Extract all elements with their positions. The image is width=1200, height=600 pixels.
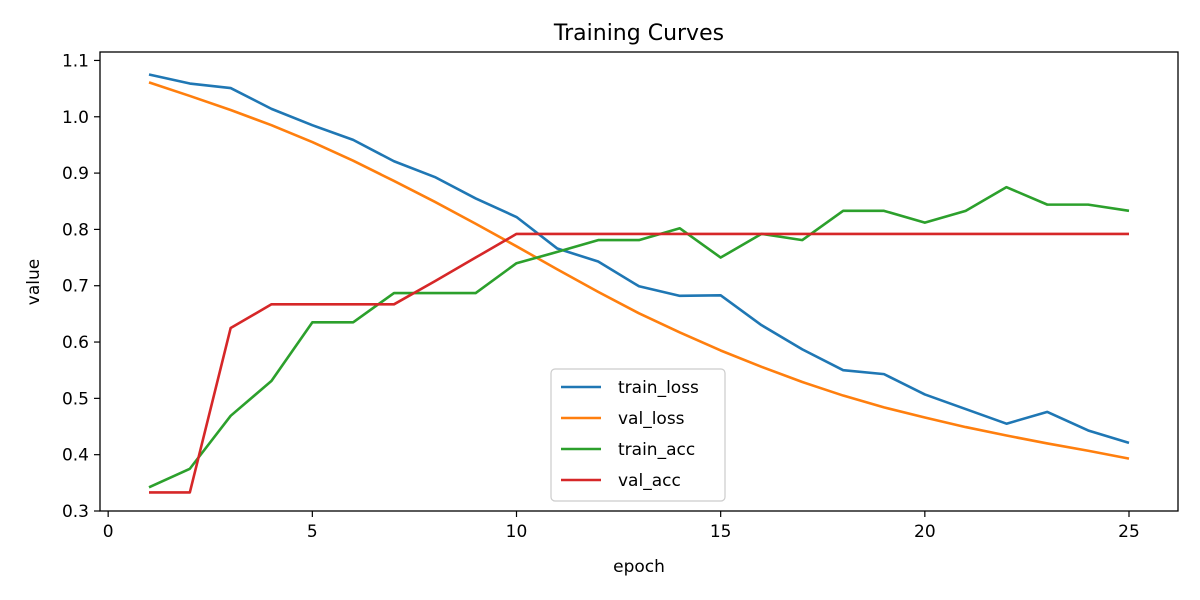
legend-label-val-loss: val_loss xyxy=(618,409,685,429)
y-tick-label: 0.7 xyxy=(62,277,89,297)
y-tick-label: 0.4 xyxy=(62,446,89,466)
series-line-train-acc xyxy=(148,185,1130,489)
x-tick-label: 15 xyxy=(710,522,732,542)
x-tick-label: 20 xyxy=(914,522,936,542)
x-axis: 0 5 10 15 20 25 xyxy=(103,511,1140,542)
series-line-val-acc xyxy=(149,232,1129,494)
series-layer xyxy=(148,73,1130,494)
series-line-val-loss xyxy=(148,81,1130,460)
x-tick-label: 5 xyxy=(307,522,318,542)
y-tick-label: 0.6 xyxy=(62,333,89,353)
y-tick-label: 0.8 xyxy=(62,220,89,240)
legend-label-train-loss: train_loss xyxy=(618,378,699,398)
series-line-train-loss xyxy=(148,73,1130,445)
x-axis-label: epoch xyxy=(613,557,665,577)
y-axis-label: value xyxy=(24,259,44,305)
chart-title: Training Curves xyxy=(553,21,724,46)
y-axis: 0.3 0.4 0.5 0.6 0.7 0.8 0.9 1.0 1.1 xyxy=(62,51,100,522)
legend: train_loss val_loss train_acc val_acc xyxy=(550,368,726,502)
legend-label-val-acc: val_acc xyxy=(618,471,681,491)
y-tick-label: 0.5 xyxy=(62,389,89,409)
x-tick-label: 25 xyxy=(1118,522,1140,542)
y-tick-label: 1.1 xyxy=(62,51,89,71)
x-tick-label: 0 xyxy=(103,522,114,542)
x-tick-label: 10 xyxy=(506,522,528,542)
y-tick-label: 0.9 xyxy=(62,164,89,184)
y-tick-label: 1.0 xyxy=(62,108,89,128)
plot-frame xyxy=(99,51,1179,512)
legend-label-train-acc: train_acc xyxy=(618,440,695,460)
y-tick-label: 0.3 xyxy=(62,502,89,522)
legend-box xyxy=(550,368,726,502)
